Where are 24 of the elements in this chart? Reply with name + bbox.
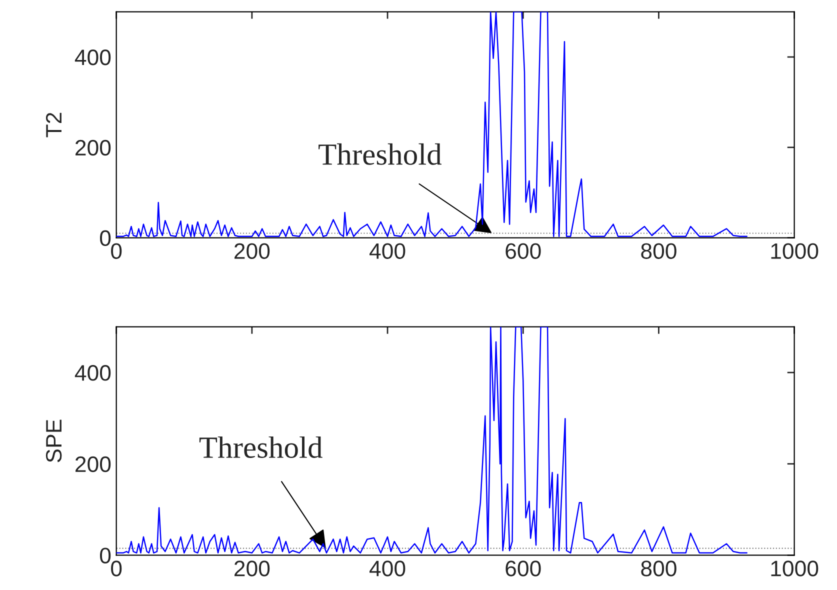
x-tick-label: 400 [370, 243, 406, 259]
y-tick-label: 200 [76, 456, 111, 472]
x-tick-label: 1000 [771, 243, 818, 259]
x-tick-label: 600 [506, 243, 541, 259]
y-tick-label: 400 [74, 365, 111, 381]
annotation: Threshold [199, 436, 322, 458]
y-tick-label: 0 [100, 548, 111, 564]
y-tick-label: 0 [100, 230, 111, 246]
x-tick-label: 800 [641, 560, 676, 576]
line-series [116, 326, 748, 554]
y-axis-title: SPE [46, 420, 62, 462]
x-tick-label: 400 [370, 560, 406, 576]
annotation: Threshold [318, 143, 442, 165]
y-tick-label: 200 [76, 140, 111, 156]
x-tick-label: 600 [506, 560, 541, 576]
y-tick-label: 400 [74, 50, 111, 66]
x-tick-label: 0 [111, 243, 122, 259]
x-tick-label: 1000 [771, 560, 818, 576]
x-tick-label: 200 [234, 560, 270, 576]
line-series [116, 12, 748, 238]
x-tick-label: 200 [234, 243, 270, 259]
y-axis-title: T2 [46, 112, 62, 138]
x-tick-label: 800 [641, 243, 676, 259]
x-tick-label: 0 [111, 560, 122, 576]
